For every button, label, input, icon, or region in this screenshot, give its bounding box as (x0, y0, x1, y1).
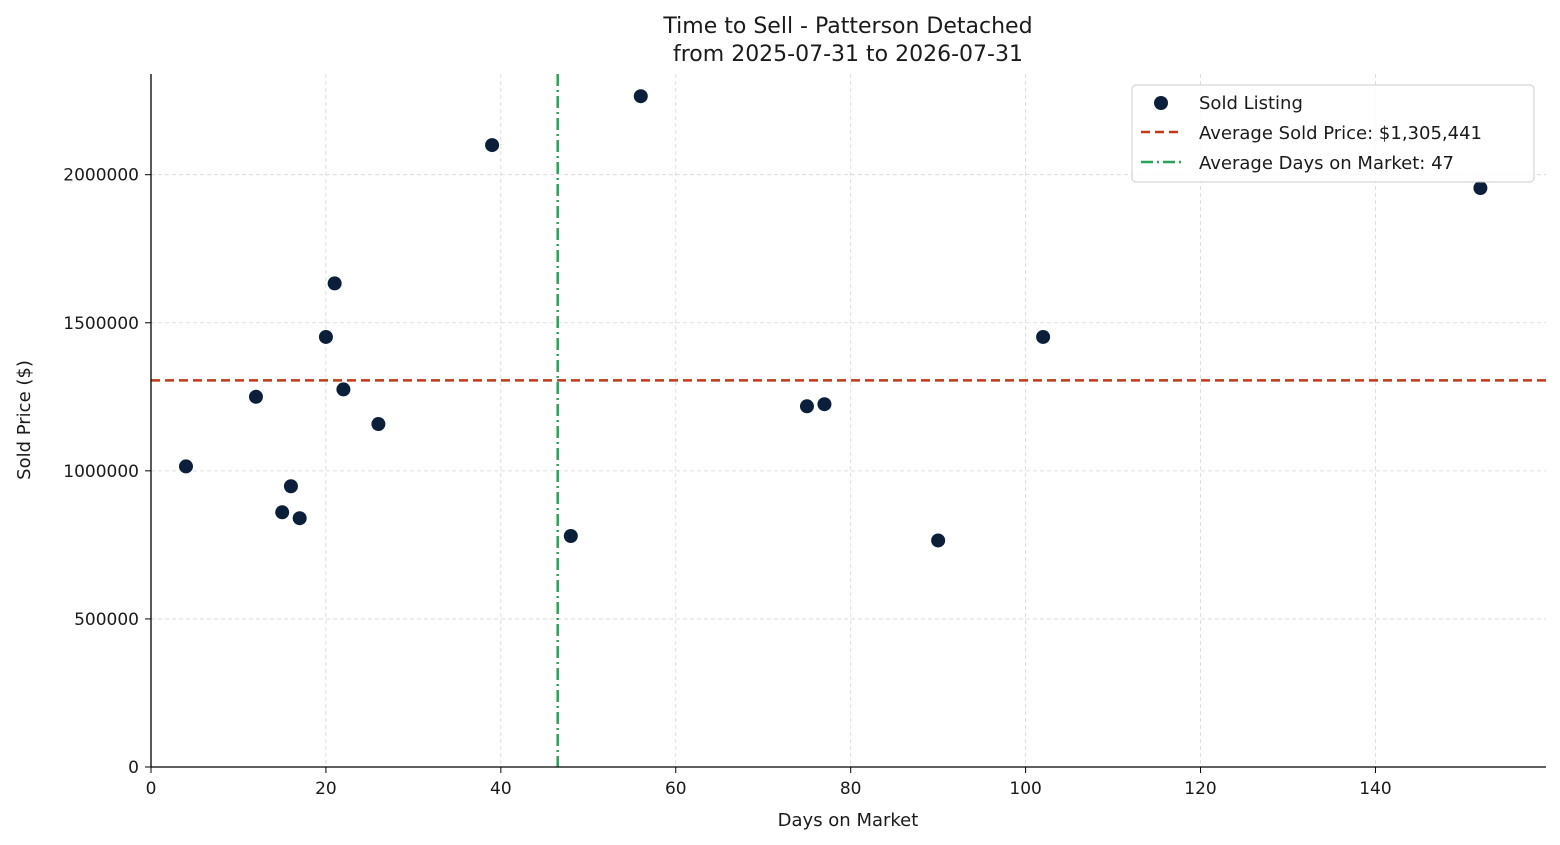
y-tick-label: 0 (128, 758, 139, 778)
x-tick-label: 140 (1359, 779, 1391, 799)
data-point (931, 533, 946, 548)
y-tick-label: 1500000 (63, 314, 139, 334)
legend-marker-sold-listing (1154, 96, 1168, 110)
y-tick-label: 500000 (74, 610, 139, 630)
data-point (318, 329, 333, 344)
data-point (327, 276, 342, 291)
x-tick-label: 40 (490, 779, 512, 799)
data-point (275, 505, 290, 520)
data-point (563, 529, 578, 543)
x-tick-label: 120 (1184, 779, 1216, 799)
y-axis-label: Sold Price ($) (14, 360, 35, 480)
data-point (283, 479, 298, 494)
data-points (178, 89, 1488, 548)
x-tick-label: 100 (1009, 779, 1041, 799)
data-point (485, 138, 500, 153)
axes (150, 74, 1546, 768)
data-point (178, 459, 193, 474)
tick-labels: 0 20 40 60 80 100 120 140 0 500000 1000000 1500000 2… (63, 166, 1391, 799)
y-tick-label: 1000000 (63, 462, 139, 482)
legend-label-sold-listing: Sold Listing (1199, 93, 1303, 114)
chart-title: Time to Sell - Patterson Detached (662, 14, 1032, 39)
y-tick-label: 2000000 (63, 166, 139, 186)
data-point (248, 389, 263, 404)
data-point (1036, 329, 1051, 344)
data-point (1473, 181, 1488, 196)
data-point (336, 382, 351, 397)
x-axis-label: Days on Market (778, 810, 919, 831)
chart-subtitle: from 2025-07-31 to 2026-07-31 (673, 42, 1023, 67)
x-tick-label: 0 (146, 779, 157, 799)
legend-label-average-days: Average Days on Market: 47 (1199, 153, 1454, 174)
reference-lines (151, 74, 1546, 767)
legend: Sold Listing Average Sold Price: $1,305,… (1131, 84, 1535, 183)
legend-box (1131, 84, 1535, 183)
data-point (292, 511, 307, 526)
data-point (817, 397, 832, 412)
data-point (371, 417, 386, 432)
data-point (633, 89, 648, 104)
x-tick-label: 60 (665, 779, 687, 799)
x-tick-label: 20 (315, 779, 337, 799)
legend-label-average-price: Average Sold Price: $1,305,441 (1199, 123, 1482, 144)
x-tick-label: 80 (840, 779, 862, 799)
data-point (799, 399, 814, 414)
